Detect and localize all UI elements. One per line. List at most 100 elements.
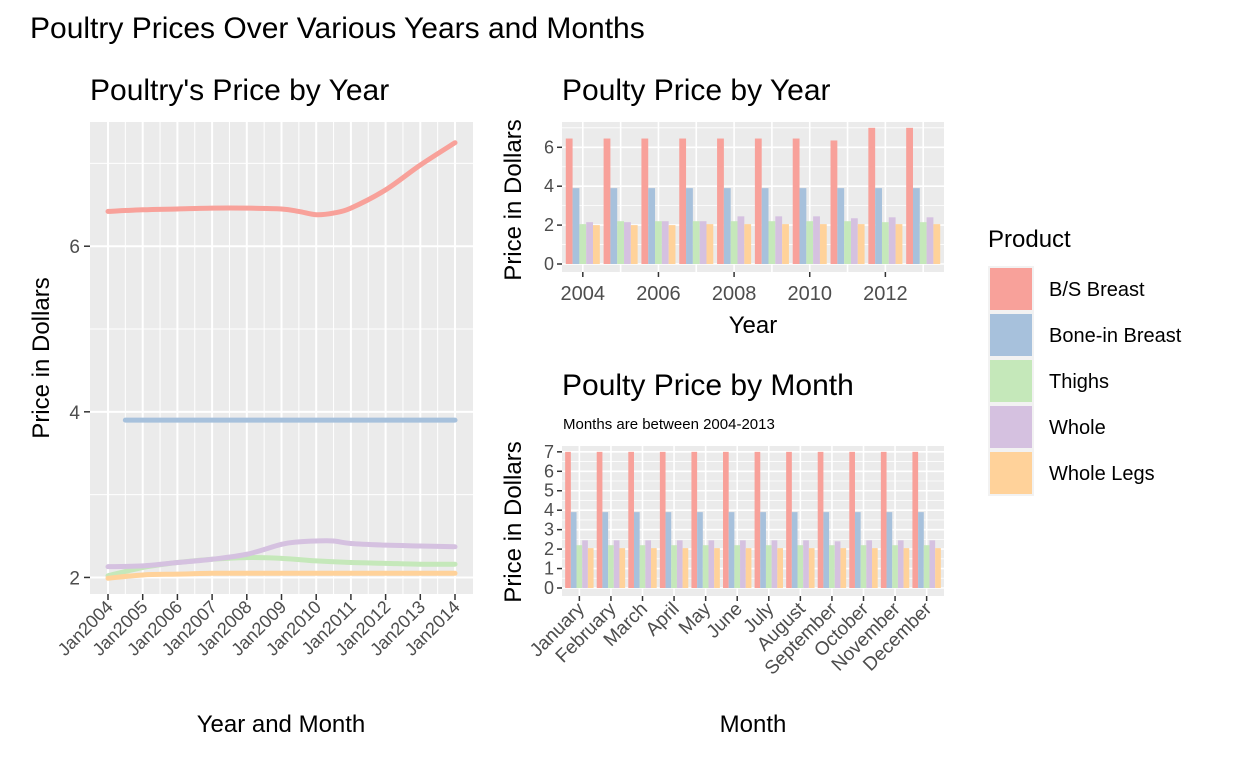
bar-thighs (617, 221, 625, 264)
bar-whole (624, 222, 631, 264)
line-chart-xlabel: Year and Month (197, 711, 366, 738)
bar-whole (929, 540, 936, 588)
bar-bone-in-breast (633, 512, 640, 588)
legend-items: B/S Breast Bone-in Breast Thighs Whole Whole… (988, 266, 1182, 496)
bar-whole-legs (587, 548, 594, 588)
bar-whole-legs (593, 225, 600, 264)
bar-whole (803, 540, 809, 588)
line-chart-series (105, 140, 458, 581)
line-chart-title: Poultry's Price by Year (90, 74, 389, 107)
bar-thighs (881, 222, 889, 264)
x-tick-label: April (642, 599, 684, 641)
bar-thighs (639, 545, 646, 588)
bar-thighs (702, 545, 709, 588)
bar-bone-in-breast (648, 188, 656, 264)
bar-bone-in-breast (570, 512, 577, 588)
bar-bone-in-breast (697, 512, 703, 588)
bar-bone-in-breast (761, 188, 769, 264)
bar-thighs (765, 545, 772, 588)
month-chart-subtitle: Months are between 2004-2013 (563, 416, 775, 433)
bar-whole-legs (619, 548, 626, 588)
bar-whole-legs (706, 224, 714, 264)
month-bar-chart: Poulty Price by Month Months are between… (500, 369, 944, 738)
bar-bone-in-breast (837, 188, 845, 264)
year-chart-title: Poulty Price by Year (562, 74, 831, 107)
bar-whole (897, 540, 904, 588)
bar-bone-in-breast (912, 188, 920, 264)
bar-b-s-breast (830, 140, 838, 264)
bar-bone-in-breast (823, 512, 830, 588)
year-chart-x-axis: 2004 2006 2008 2010 2012 (561, 272, 908, 305)
bar-bone-in-breast (886, 512, 893, 588)
line-chart-grid (90, 122, 473, 594)
legend-label: B/S Breast (1049, 279, 1145, 301)
bar-whole (661, 221, 669, 264)
page-title: Poultry Prices Over Various Years and Mo… (30, 12, 645, 45)
bar-whole (834, 541, 841, 588)
bar-b-s-breast (792, 138, 800, 264)
bar-bone-in-breast (602, 512, 609, 588)
year-chart-bars (565, 127, 941, 264)
bar-whole (771, 540, 778, 588)
x-tick-label: 2012 (863, 283, 908, 305)
legend-label: Bone-in Breast (1049, 325, 1182, 347)
bar-thighs (579, 224, 587, 264)
month-chart-x-axis: JanuaryFebruaryMarchAprilMayJuneJulyAugu… (526, 596, 937, 679)
x-tick-label: 2008 (712, 283, 757, 305)
month-chart-bars (565, 451, 941, 588)
y-tick-label: 4 (69, 403, 80, 424)
bar-b-s-breast (906, 127, 913, 264)
bar-b-s-breast (565, 138, 573, 264)
bar-bone-in-breast (854, 512, 861, 588)
bar-whole-legs (714, 548, 720, 588)
bar-whole-legs (933, 224, 941, 264)
bar-b-s-breast (628, 451, 634, 588)
x-tick-label: 2006 (636, 283, 681, 305)
legend-swatch (990, 314, 1032, 356)
bar-bone-in-breast (610, 188, 618, 264)
y-tick-label: 2 (69, 568, 80, 589)
bar-whole-legs (651, 548, 657, 588)
bar-thighs (919, 222, 927, 264)
y-tick-label: 0 (544, 578, 554, 598)
series-line-b-s-breast (105, 140, 458, 218)
bar-whole (775, 216, 783, 264)
x-tick-label: 2004 (561, 283, 606, 305)
bar-thighs (923, 545, 930, 588)
bar-b-s-breast (679, 138, 687, 264)
bar-whole-legs (819, 224, 827, 264)
bar-b-s-breast (717, 138, 724, 264)
bar-whole (699, 221, 707, 264)
bar-whole-legs (903, 548, 910, 588)
bar-b-s-breast (786, 451, 792, 588)
bar-b-s-breast (868, 127, 876, 264)
year-chart-xlabel: Year (729, 312, 778, 339)
x-tick-label: 2010 (787, 283, 832, 305)
bar-whole-legs (808, 548, 815, 588)
line-chart-x-axis: Jan2004Jan2005Jan2006Jan2007Jan2008Jan20… (54, 594, 464, 660)
bar-b-s-breast (596, 451, 603, 588)
y-tick-label: 2 (544, 539, 554, 559)
bar-thighs (806, 221, 814, 264)
bar-whole (737, 216, 745, 264)
line-chart: Poultry's Price by Year 2 4 6 Jan2004Jan20… (28, 74, 473, 738)
bar-whole (582, 540, 588, 588)
bar-b-s-breast (849, 451, 855, 588)
y-tick-label: 6 (69, 237, 80, 258)
y-tick-label: 2 (544, 215, 554, 235)
legend-title: Product (988, 226, 1071, 253)
bar-whole-legs (857, 224, 865, 264)
bar-whole-legs (935, 548, 941, 588)
legend-swatch (990, 360, 1032, 402)
bar-bone-in-breast (686, 188, 693, 264)
bar-b-s-breast (565, 451, 571, 588)
year-chart-y-axis: 0 2 4 6 (544, 137, 562, 274)
bar-thighs (655, 221, 662, 264)
bar-bone-in-breast (728, 512, 735, 588)
bar-bone-in-breast (760, 512, 766, 588)
bar-thighs (797, 545, 804, 588)
bar-b-s-breast (754, 451, 761, 588)
legend-label: Whole (1049, 417, 1106, 439)
y-tick-label: 5 (544, 481, 554, 501)
bar-thighs (730, 221, 738, 264)
